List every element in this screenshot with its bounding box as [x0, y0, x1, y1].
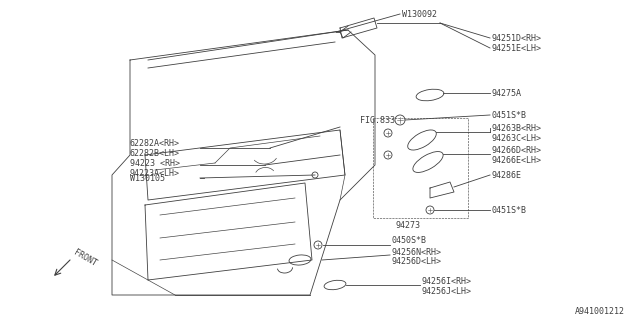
Text: A941001212: A941001212 [575, 308, 625, 316]
Text: 94286E: 94286E [492, 171, 522, 180]
Text: W130105: W130105 [130, 173, 165, 182]
Text: 94251E<LH>: 94251E<LH> [492, 44, 542, 52]
Text: 94273: 94273 [395, 220, 420, 229]
Text: 94275A: 94275A [492, 89, 522, 98]
Text: W130092: W130092 [402, 10, 437, 19]
Text: 94223 <RH>: 94223 <RH> [130, 158, 180, 167]
Text: 94223A<LH>: 94223A<LH> [130, 169, 180, 178]
Text: 94256D<LH>: 94256D<LH> [392, 258, 442, 267]
Text: 94251D<RH>: 94251D<RH> [492, 34, 542, 43]
Text: 94256I<RH>: 94256I<RH> [422, 277, 472, 286]
Text: 62282A<RH>: 62282A<RH> [130, 139, 180, 148]
Text: 0451S*B: 0451S*B [492, 205, 527, 214]
Text: 0451S*B: 0451S*B [492, 110, 527, 119]
Text: FIG.833: FIG.833 [360, 116, 395, 124]
Text: FRONT: FRONT [72, 248, 98, 268]
Text: 94256J<LH>: 94256J<LH> [422, 287, 472, 297]
Text: 94266D<RH>: 94266D<RH> [492, 146, 542, 155]
Text: 94263C<LH>: 94263C<LH> [492, 133, 542, 142]
Text: 94263B<RH>: 94263B<RH> [492, 124, 542, 132]
Text: 94256N<RH>: 94256N<RH> [392, 247, 442, 257]
Text: 0450S*B: 0450S*B [392, 236, 427, 244]
Text: 94266E<LH>: 94266E<LH> [492, 156, 542, 164]
Text: 62282B<LH>: 62282B<LH> [130, 148, 180, 157]
